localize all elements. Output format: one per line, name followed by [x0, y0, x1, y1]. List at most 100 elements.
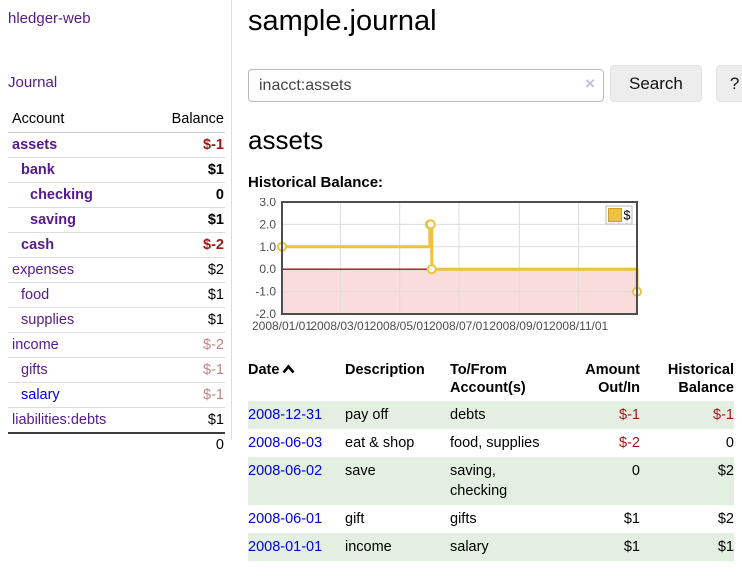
account-row: saving $1: [8, 207, 225, 233]
transaction-balance: $1: [640, 533, 734, 561]
account-row: salary $-1: [8, 382, 225, 408]
transaction-balance: $-1: [640, 401, 734, 429]
svg-text:$: $: [624, 209, 631, 223]
transaction-accounts: gifts: [450, 511, 477, 527]
register-row: 2008-01-01 income salary $1 $1: [248, 533, 734, 561]
svg-text:0.0: 0.0: [259, 262, 276, 276]
svg-text:2008/03/01: 2008/03/01: [310, 319, 370, 333]
register-row: 2008-06-03 eat & shop food, supplies $-2 0: [248, 429, 734, 457]
account-row: gifts $-1: [8, 357, 225, 383]
account-link[interactable]: food: [21, 287, 50, 303]
svg-text:3.0: 3.0: [259, 198, 276, 209]
app-layout: hledger-web Journal Account Balance asse…: [0, 0, 742, 561]
brand-link[interactable]: hledger-web: [8, 10, 91, 27]
transaction-description: save: [345, 457, 450, 505]
account-link[interactable]: expenses: [12, 262, 75, 278]
historical-balance-chart: $3.0 2.0 1.0 0.0 -1.0 -2.0 2008/01/01 2008/03/0…: [248, 195, 734, 343]
search-input[interactable]: [248, 69, 604, 102]
register-header-row: Date Description To/From Account(s) Amou…: [248, 358, 734, 401]
svg-text:2008/05/01: 2008/05/01: [370, 319, 430, 333]
account-balance: $-1: [145, 357, 225, 383]
account-link[interactable]: saving: [30, 212, 76, 228]
accounts-header-balance: Balance: [145, 107, 225, 133]
account-link[interactable]: cash: [21, 237, 55, 253]
sort-asc-icon: [282, 361, 295, 379]
transaction-balance: 0: [725, 435, 734, 451]
main-content: sample.journal × Search ? assets Histori…: [232, 0, 742, 561]
account-balance: $1: [145, 407, 225, 434]
transaction-amount: $-2: [619, 435, 640, 451]
transaction-date-link[interactable]: 2008-01-01: [248, 539, 323, 555]
transaction-amount: $-1: [550, 401, 640, 429]
svg-text:-2.0: -2.0: [255, 307, 276, 321]
account-balance: $1: [145, 207, 225, 233]
search-button[interactable]: Search: [610, 65, 702, 102]
transaction-amount: $1: [550, 533, 640, 561]
transaction-date-link[interactable]: 2008-12-31: [248, 407, 323, 423]
account-link[interactable]: supplies: [21, 312, 75, 328]
transaction-description: income: [345, 533, 450, 561]
svg-text:2008/11/01: 2008/11/01: [549, 319, 608, 333]
clear-search-icon[interactable]: ×: [585, 74, 595, 93]
account-balance: $2: [145, 257, 225, 283]
account-row: liabilities:debts $1: [8, 407, 225, 434]
svg-text:-1.0: -1.0: [255, 285, 276, 299]
transaction-date-link[interactable]: 2008-06-03: [248, 435, 323, 451]
account-link[interactable]: liabilities:debts: [12, 412, 107, 428]
account-balance: $-1: [145, 382, 225, 408]
account-balance: 0: [145, 182, 225, 208]
svg-text:2.0: 2.0: [259, 217, 276, 231]
account-row: checking 0: [8, 182, 225, 208]
accounts-total-row: 0: [8, 433, 225, 457]
account-balance: $1: [145, 307, 225, 333]
svg-text:2008/01/01: 2008/01/01: [252, 319, 312, 333]
register-table: Date Description To/From Account(s) Amou…: [248, 358, 734, 561]
page-title: sample.journal: [248, 5, 437, 37]
register-row: 2008-06-02 save saving, checking 0 $2: [248, 457, 734, 505]
account-row: bank $1: [8, 157, 225, 183]
register-header-amount: Amount Out/In: [585, 362, 640, 396]
help-button[interactable]: ?: [715, 65, 742, 102]
transaction-balance: $2: [717, 511, 734, 527]
nav-journal-link[interactable]: Journal: [8, 74, 58, 91]
accounts-total-spacer: [8, 433, 145, 457]
account-link[interactable]: bank: [21, 162, 55, 178]
account-balance: $1: [145, 282, 225, 308]
account-row: cash $-2: [8, 232, 225, 258]
transaction-accounts: salary: [450, 533, 550, 561]
account-link[interactable]: checking: [30, 187, 93, 203]
search-input-wrap: ×: [248, 69, 604, 102]
transaction-amount: $1: [623, 511, 640, 527]
account-link[interactable]: assets: [12, 137, 58, 153]
chart-title: Historical Balance:: [248, 174, 384, 191]
register-row: 2008-06-01 gift gifts $1 $2: [248, 505, 734, 533]
transaction-description: gift: [345, 511, 365, 527]
accounts-header-account: Account: [8, 107, 145, 133]
accounts-total-value: 0: [215, 437, 224, 453]
register-header-balance: Historical Balance: [667, 362, 734, 396]
sidebar: hledger-web Journal Account Balance asse…: [0, 0, 232, 453]
register-table-body: 2008-12-31 pay off debts $-1 $-1 2008-06-03 ea…: [248, 401, 734, 561]
account-link[interactable]: salary: [21, 387, 60, 403]
accounts-table: Account Balance assets $-1 bank $1 checking 0…: [8, 107, 225, 457]
transaction-accounts: saving, checking: [450, 457, 550, 505]
transaction-description: eat & shop: [345, 435, 415, 451]
svg-text:1.0: 1.0: [259, 240, 276, 254]
register-header-description: Description: [345, 362, 425, 378]
transaction-date-link[interactable]: 2008-06-02: [248, 463, 323, 479]
account-link[interactable]: income: [12, 337, 59, 353]
svg-text:2008/09/01: 2008/09/01: [489, 319, 549, 333]
transaction-amount: 0: [550, 457, 640, 505]
transaction-description: pay off: [345, 401, 450, 429]
register-header-date[interactable]: Date: [248, 358, 345, 401]
account-row: assets $-1: [8, 132, 225, 158]
account-balance: $-2: [145, 232, 225, 258]
accounts-header-row: Account Balance: [8, 107, 225, 133]
register-row: 2008-12-31 pay off debts $-1 $-1: [248, 401, 734, 429]
transaction-date-link[interactable]: 2008-06-01: [248, 511, 323, 527]
accounts-table-body: assets $-1 bank $1 checking 0 saving $1 cash $-2 e…: [8, 132, 225, 434]
account-balance: $1: [145, 157, 225, 183]
account-link[interactable]: gifts: [21, 362, 48, 378]
account-balance: $-1: [145, 132, 225, 158]
svg-text:2008/07/01: 2008/07/01: [429, 319, 489, 333]
